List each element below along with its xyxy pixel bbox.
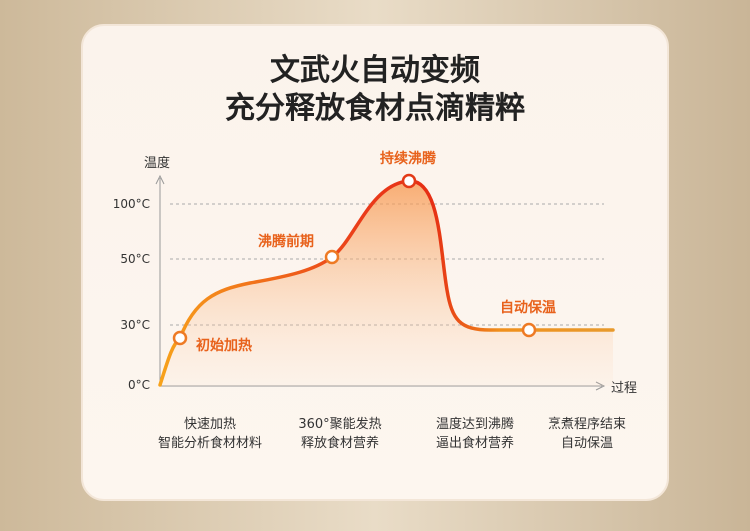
tick-label: 100°C: [113, 197, 150, 211]
step-line: 逼出食材营养: [436, 435, 514, 451]
y-arrow: [155, 174, 165, 185]
title: 文武火自动变频: [270, 53, 480, 88]
tick-label: 0°C: [128, 378, 150, 392]
step-line: 智能分析食材材料: [158, 435, 262, 451]
step-line: 自动保温: [561, 436, 613, 451]
step-line: 温度达到沸腾: [436, 416, 514, 432]
tick-label: 50°C: [120, 252, 150, 266]
title: 充分释放食材点滴精粹: [225, 91, 525, 126]
step-line: 烹煮程序结束: [548, 417, 626, 432]
step-line: 释放食材营养: [301, 435, 379, 451]
stage-label: 自动保温: [500, 299, 556, 316]
points: [172, 173, 537, 346]
stage-label: 持续沸腾: [380, 150, 437, 167]
stage-label: 初始加热: [196, 337, 252, 354]
step-line: 360°聚能发热: [298, 416, 381, 432]
curve: [158, 179, 615, 387]
stage-label: 沸腾前期: [258, 233, 314, 250]
x-label: 过程: [611, 381, 637, 396]
tick-label: 30°C: [120, 318, 150, 332]
step-line: 快速加热: [184, 417, 236, 432]
y-label: 温度: [144, 155, 170, 171]
curve-area: [160, 180, 613, 386]
